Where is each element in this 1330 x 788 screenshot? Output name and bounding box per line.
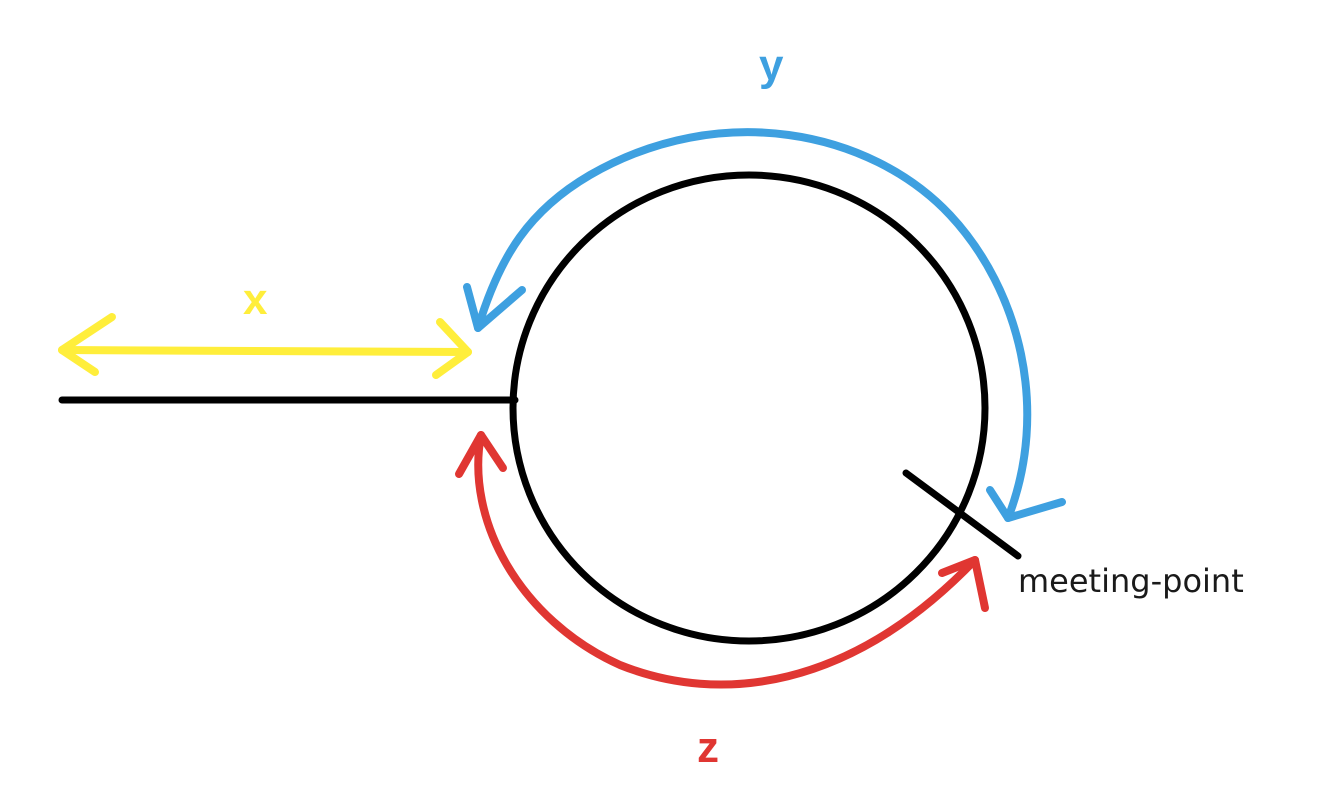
meeting-point-label: meeting-point [1018, 562, 1244, 600]
y-label: y [759, 41, 784, 90]
z-arrow [455, 431, 989, 689]
y-arrow [463, 128, 1066, 522]
x-arrow [58, 313, 472, 379]
meeting-point-tick [902, 469, 1022, 560]
cycle-circle [509, 171, 989, 645]
x-label: x [243, 275, 268, 324]
z-label: z [697, 723, 719, 772]
